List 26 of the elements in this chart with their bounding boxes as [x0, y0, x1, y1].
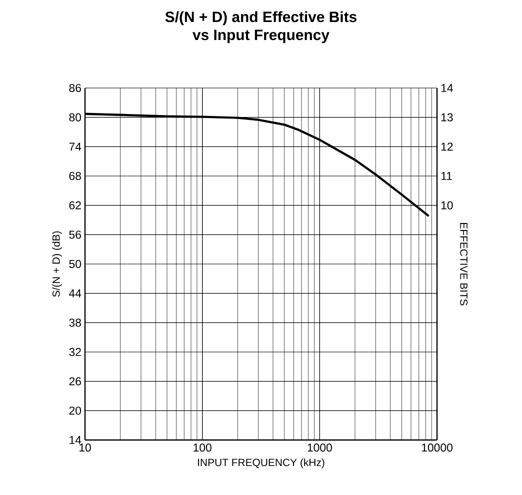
y-axis-title: S/(N + D) (dB)	[52, 231, 62, 297]
y2-tick-label: 12	[441, 142, 453, 151]
x-tick-label: 10	[80, 444, 91, 452]
y2-tick-label: 11	[441, 172, 452, 180]
y-tick-label: 20	[69, 406, 82, 415]
y-tick-label: 44	[69, 289, 82, 298]
y2-tick-label: 14	[441, 84, 453, 92]
y-tick-label: 32	[69, 348, 81, 356]
x-tick-label: 1000	[308, 444, 332, 452]
y-tick-label: 62	[69, 201, 81, 210]
y-tick-label: 80	[69, 113, 82, 122]
y2-tick-label: 10	[441, 201, 453, 210]
y-tick-label: 26	[69, 377, 81, 386]
y-tick-label: 68	[69, 172, 81, 180]
x-tick-label: 100	[194, 444, 212, 452]
y-tick-label: 50	[69, 260, 82, 268]
y-tick-label: 86	[69, 84, 81, 92]
y-tick-label: 74	[69, 142, 82, 151]
y-tick-label: 56	[69, 230, 81, 239]
y-tick-label: 14	[70, 436, 82, 444]
y2-axis-title: EFFECTIVE BITS	[460, 222, 468, 306]
chart-title: S/(N + D) and Effective Bits vs Input Frequency	[165, 11, 356, 44]
y-tick-label: 38	[69, 318, 81, 327]
x-tick-label: 10000	[422, 444, 452, 452]
x-axis-title: INPUT FREQUENCY (kHz)	[198, 458, 324, 468]
y2-tick-label: 13	[441, 113, 453, 122]
